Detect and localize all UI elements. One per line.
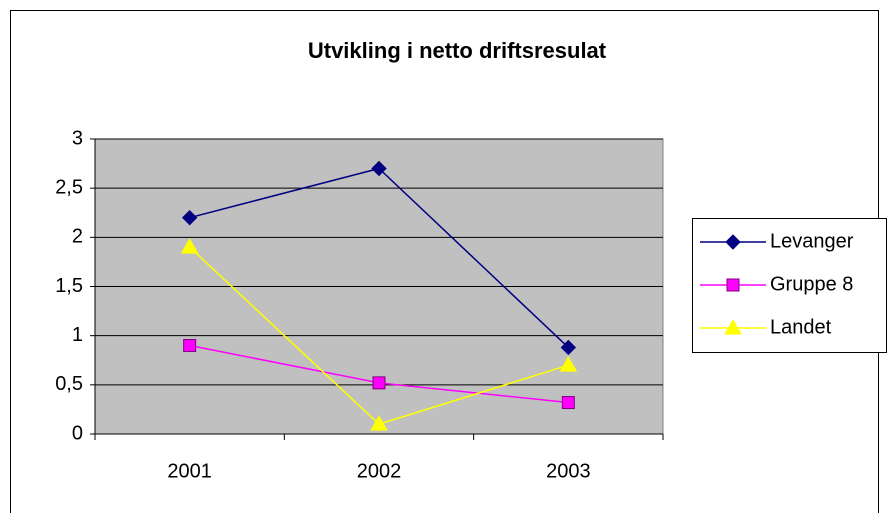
marker bbox=[559, 356, 578, 372]
marker bbox=[725, 234, 741, 250]
legend-label: Landet bbox=[770, 316, 832, 338]
legend-label: Gruppe 8 bbox=[770, 273, 853, 295]
marker bbox=[371, 160, 387, 177]
y-tick-label: 0 bbox=[72, 422, 83, 444]
y-tick-label: 3 bbox=[72, 127, 83, 149]
y-tick-label: 0,5 bbox=[55, 373, 83, 395]
legend-label: Levanger bbox=[770, 230, 854, 252]
marker bbox=[372, 376, 386, 390]
marker bbox=[560, 339, 577, 356]
y-tick-label: 1,5 bbox=[55, 275, 83, 297]
y-tick-label: 2,5 bbox=[55, 176, 83, 198]
marker bbox=[561, 396, 575, 410]
x-tick-label: 2001 bbox=[167, 460, 212, 482]
x-tick-label: 2002 bbox=[357, 460, 402, 482]
marker bbox=[726, 278, 740, 292]
y-tick-label: 2 bbox=[72, 226, 83, 248]
chart-title: Utvikling i netto driftsresulat bbox=[308, 38, 607, 63]
marker bbox=[181, 209, 198, 226]
marker bbox=[180, 238, 199, 254]
x-tick-label: 2003 bbox=[546, 460, 591, 482]
marker bbox=[183, 339, 197, 352]
y-tick-label: 1 bbox=[72, 324, 83, 346]
marker bbox=[724, 318, 742, 335]
marker bbox=[370, 415, 388, 431]
